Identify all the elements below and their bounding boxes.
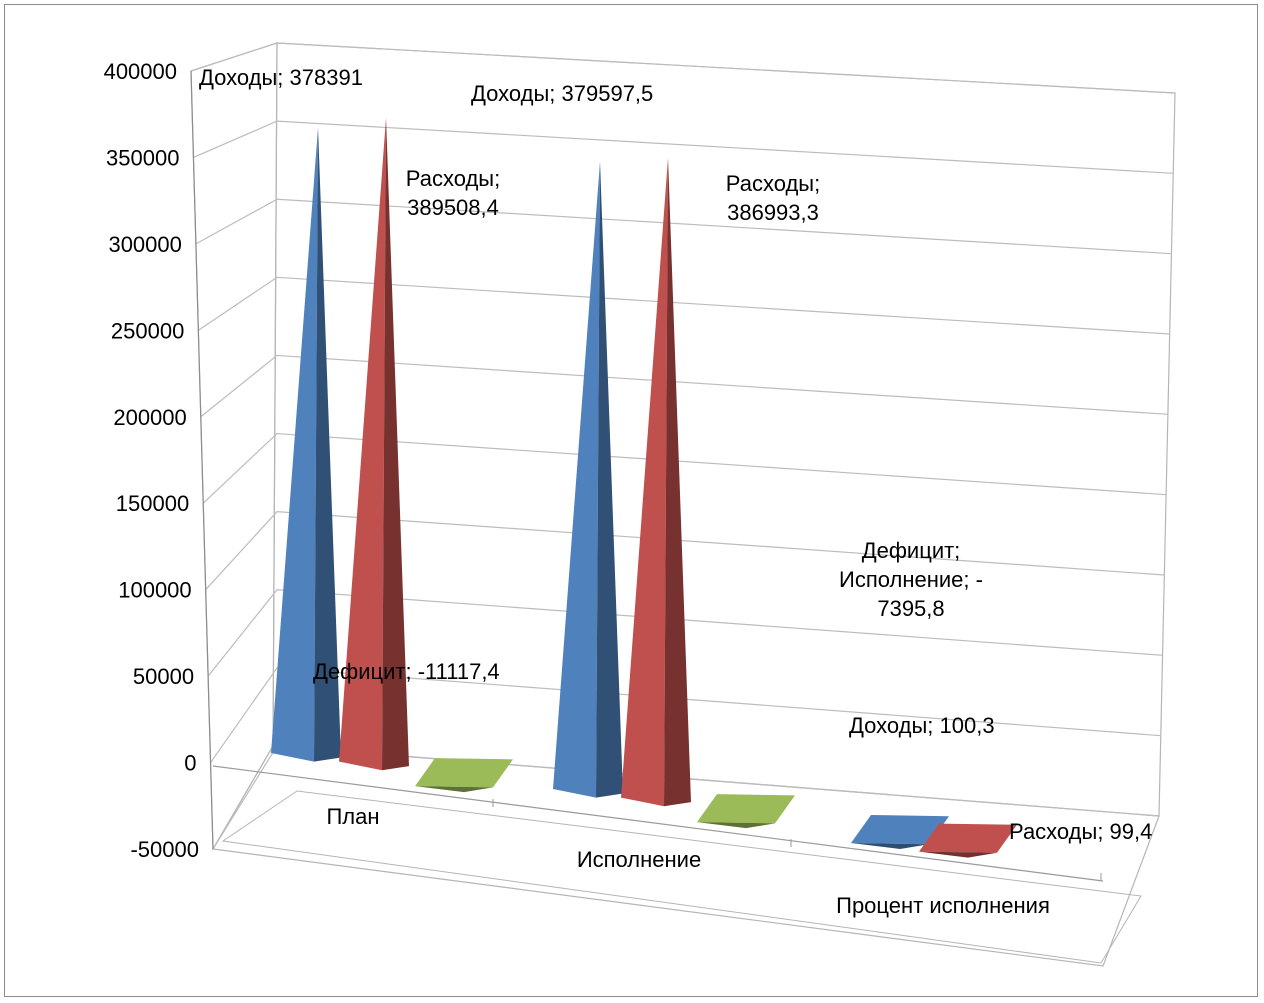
y-tick-label: 400000 [104,59,177,84]
floor-inner [221,790,1142,964]
flat-pyramid-edge [919,851,997,858]
zero-baseline [212,765,1104,882]
y-tick-label: -50000 [130,837,199,862]
data-label: Дефицит; [862,538,961,563]
pyramid-side-face [664,157,691,807]
y-axis: 400000 350000 300000 250000 200000 150000 1000… [104,59,214,862]
data-label: 389508,4 [407,195,499,220]
category-label: План [326,804,379,829]
data-label: Расходы; [406,166,500,191]
y-tick-label: 0 [184,751,196,776]
flat-pyramid-edge [851,843,929,849]
flat-pyramid-edge [697,822,775,829]
category-label: Исполнение [577,847,701,872]
data-label: Доходы; 379597,5 [471,81,653,106]
data-label: 7395,8 [877,596,944,621]
flat-pyramid-face [919,823,1017,853]
gridline [195,198,1172,255]
zero-line [212,765,1104,882]
data-label: Расходы; 99,4 [1009,819,1152,844]
y-tick-label: 350000 [106,145,179,170]
gridline [210,667,1161,763]
chart-labels: План Исполнение Процент исполнения Доход… [199,65,1152,918]
data-label: Доходы; 100,3 [849,713,995,738]
y-tick-label: 50000 [133,664,194,689]
y-tick-label: 300000 [108,232,181,257]
data-label: Дефицит; -11117,4 [313,659,500,684]
pyramid-Дефицит-0 [415,758,513,793]
gridline [200,354,1168,418]
pyramid-side-face [314,127,341,762]
pyramid-Доходы-2 [851,815,949,849]
pyramid-side-face [596,161,623,798]
chart-marks [271,117,1017,858]
pyramid-side-face [382,117,409,771]
pyramid-front-face [271,127,318,762]
pyramid-chart: 400000 350000 300000 250000 200000 150000 1000… [104,42,1176,967]
pyramid-front-face [621,157,668,807]
pyramid-front-face [339,117,386,771]
data-label: Доходы; 378391 [199,65,363,90]
data-label: Расходы; [726,171,820,196]
flat-pyramid-edge [415,786,493,793]
pyramid-Доходы-1 [553,161,623,798]
gridline [205,511,1165,591]
pyramid-Расходы-1 [621,157,691,807]
y-tick-label: 250000 [111,318,184,343]
gridline [207,589,1163,677]
pyramid-Доходы-0 [271,127,341,762]
chart-frame: 400000 350000 300000 250000 200000 150000 1000… [4,4,1258,997]
gridline [193,120,1174,174]
category-label: Процент исполнения [836,893,1050,918]
gridline [190,42,1176,94]
pyramid-front-face [553,161,600,798]
data-label: 386993,3 [727,200,819,225]
y-tick-label: 100000 [118,578,191,603]
gridline [202,432,1167,504]
flat-pyramid-face [415,758,513,788]
pyramid-Дефицит-1 [697,794,795,829]
y-axis-line [190,70,214,850]
y-tick-label: 150000 [116,491,189,516]
flat-pyramid-face [851,815,949,845]
pyramid-Расходы-2 [919,823,1017,858]
data-label: Исполнение; - [839,567,983,592]
flat-pyramid-face [697,794,795,824]
back-wall [272,42,1176,817]
pyramid-Расходы-0 [339,117,409,771]
y-tick-label: 200000 [113,405,186,430]
gridline [197,276,1170,335]
